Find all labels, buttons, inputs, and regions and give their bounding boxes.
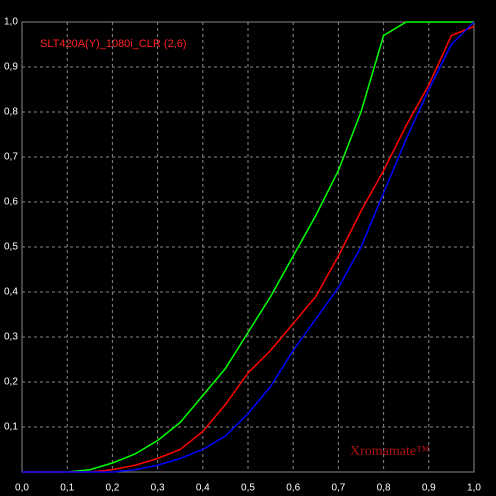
x-tick-label: 1,0 xyxy=(467,483,481,494)
y-tick-label: 0,3 xyxy=(4,332,18,343)
y-tick-label: 0,6 xyxy=(4,197,18,208)
y-tick-label: 0,9 xyxy=(4,62,18,73)
x-tick-label: 0,5 xyxy=(241,483,255,494)
series-line xyxy=(22,21,474,473)
y-tick-label: 0,2 xyxy=(4,377,18,388)
x-tick-label: 0,7 xyxy=(331,483,345,494)
series-line xyxy=(22,25,475,473)
x-tick-label: 0,8 xyxy=(377,483,391,494)
x-tick-label: 0,3 xyxy=(151,483,165,494)
x-tick-label: 0,2 xyxy=(105,483,119,494)
x-tick-label: 0,6 xyxy=(286,483,300,494)
y-tick-label: 0,5 xyxy=(4,242,18,253)
y-tick-label: 0,7 xyxy=(4,152,18,163)
x-tick-label: 0,0 xyxy=(15,483,29,494)
y-tick-label: 0,8 xyxy=(4,107,18,118)
x-tick-label: 0,9 xyxy=(422,483,436,494)
x-tick-label: 0,4 xyxy=(196,483,210,494)
series-line xyxy=(22,21,475,473)
y-tick-label: 1,0 xyxy=(4,17,18,28)
chart-title: SLT420A(Y)_1080i_CLR (2,6) xyxy=(40,38,187,50)
watermark: Xromamate™ xyxy=(350,444,430,459)
x-tick-label: 0,1 xyxy=(60,483,74,494)
y-tick-label: 0,4 xyxy=(4,287,18,298)
y-tick-label: 0,1 xyxy=(4,422,18,433)
